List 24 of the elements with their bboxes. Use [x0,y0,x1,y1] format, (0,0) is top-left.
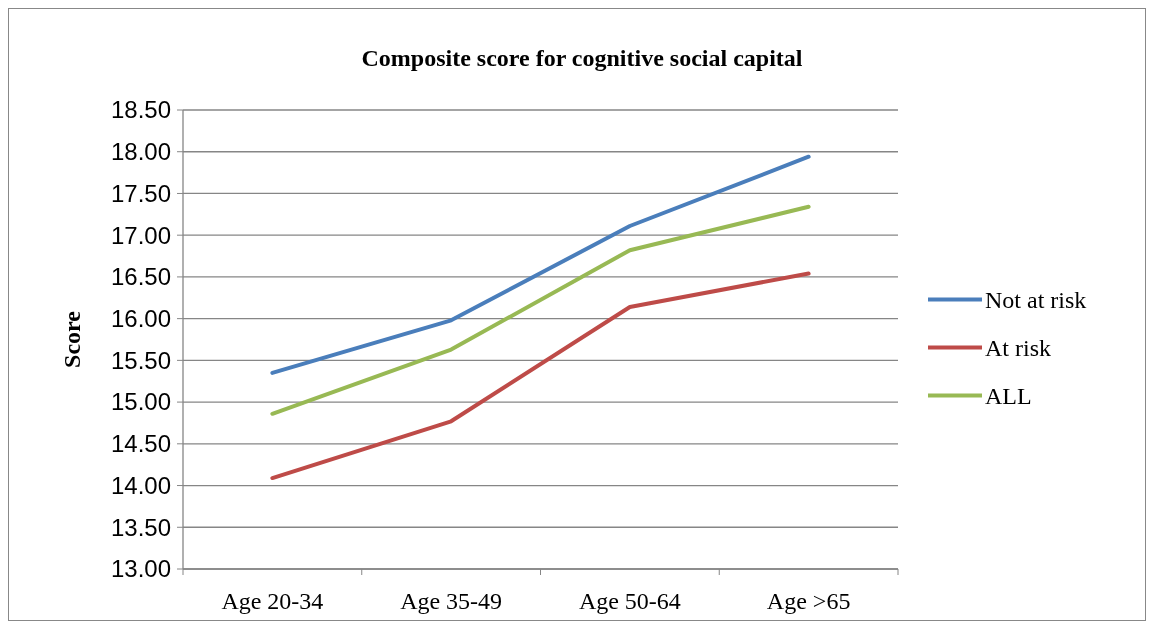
line-series [270,271,811,481]
y-tick-label: 15.00 [110,388,171,416]
y-tick-label: 14.50 [110,430,171,458]
y-tick-label: 17.00 [110,221,171,249]
legend-label: ALL [985,382,1032,409]
y-tick-label: 18.00 [110,138,171,166]
legend-label: At risk [985,334,1051,361]
x-tick-label: Age 20-34 [221,588,324,614]
y-tick-label: 16.50 [110,263,171,291]
x-tick-label: Age 35-49 [400,588,503,614]
line-series [270,154,811,375]
y-tick-label: 15.50 [110,346,171,374]
legend-label: Not at risk [985,286,1087,313]
y-tick-label: 14.00 [110,471,171,499]
y-tick-label: 13.00 [110,555,171,583]
y-tick-label: 16.00 [110,305,171,333]
line-series [270,204,811,416]
x-tick-label: Age 50-64 [578,588,681,614]
y-axis-title: Score [59,310,85,368]
y-tick-label: 17.50 [110,179,171,207]
chart-title: Composite score for cognitive social capital [361,45,803,71]
y-tick-label: 18.50 [110,96,171,124]
y-tick-label: 13.50 [110,513,171,541]
x-tick-label: Age >65 [766,588,851,614]
